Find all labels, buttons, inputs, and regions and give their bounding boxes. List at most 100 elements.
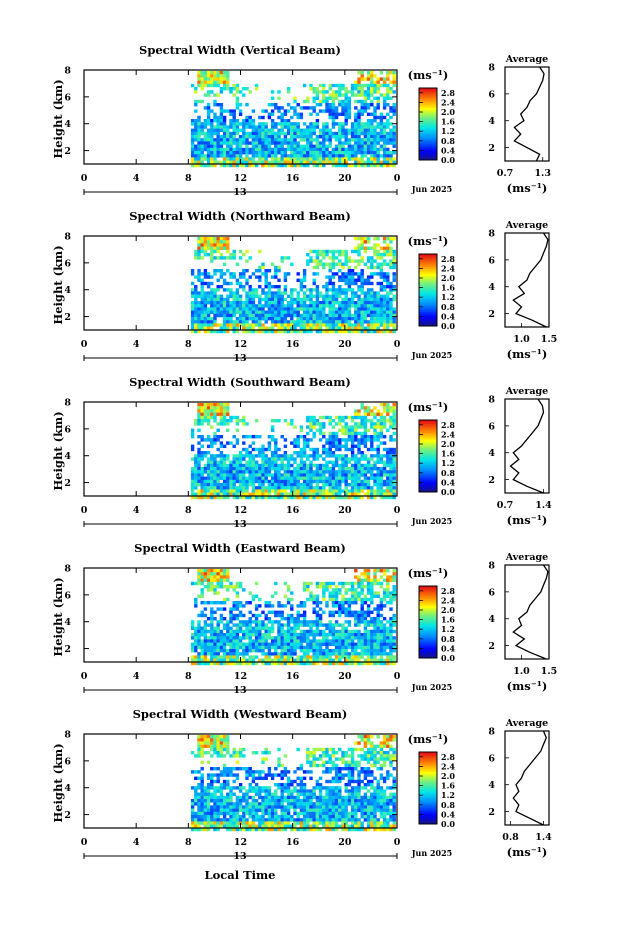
day-label: 13 xyxy=(233,851,246,862)
date-label: Jun 2025 xyxy=(411,848,452,858)
x-tick-label: 12 xyxy=(234,671,247,682)
colorbar-tick-label: 1.2 xyxy=(441,292,455,302)
panel-5: Spectral Width (Westward Beam) 2 4 6 8 Height… xyxy=(51,707,552,862)
x-tick-label: 12 xyxy=(234,173,247,184)
average-x-tick-label: 1.5 xyxy=(541,666,558,677)
y-tick-label: 6 xyxy=(64,424,71,435)
y-tick-label: 2 xyxy=(64,644,71,655)
colorbar-tick-label: 2.8 xyxy=(441,420,455,430)
average-y-tick-label: 8 xyxy=(488,63,495,74)
colorbar-tick-label: 1.2 xyxy=(441,126,455,136)
average-y-tick-label: 4 xyxy=(488,282,495,293)
x-tick-label: 8 xyxy=(185,671,192,682)
x-tick-label: 20 xyxy=(338,173,352,184)
x-tick-label: 0 xyxy=(81,837,88,848)
y-tick-label: 4 xyxy=(64,119,71,130)
average-unit: (ms⁻¹) xyxy=(507,181,548,195)
colorbar-unit: (ms⁻¹) xyxy=(408,400,449,414)
colorbar-tick-label: 2.4 xyxy=(441,761,455,771)
y-tick-label: 8 xyxy=(64,564,71,575)
y-axis-label: Height (km) xyxy=(51,743,65,822)
colorbar-tick-label: 1.2 xyxy=(441,458,455,468)
average-title: Average xyxy=(505,54,548,65)
average-x-tick-label: 1.4 xyxy=(535,832,552,843)
colorbar-tick-label: 2.8 xyxy=(441,88,455,98)
colorbar xyxy=(418,751,438,825)
heatmap-cells xyxy=(190,237,396,334)
panel-title: Spectral Width (Southward Beam) xyxy=(129,375,351,389)
colorbar-tick-label: 1.6 xyxy=(441,615,455,625)
panel-title: Spectral Width (Vertical Beam) xyxy=(139,43,341,57)
average-y-tick-label: 4 xyxy=(488,780,495,791)
average-x-tick-label: 1.0 xyxy=(513,334,530,345)
y-axis-label: Height (km) xyxy=(51,245,65,324)
day-label: 13 xyxy=(233,685,246,696)
colorbar-tick-label: 1.6 xyxy=(441,449,455,459)
average-unit: (ms⁻¹) xyxy=(507,347,548,361)
y-tick-label: 4 xyxy=(64,451,71,462)
colorbar-tick-label: 0.8 xyxy=(441,634,455,644)
average-profile-line xyxy=(512,730,548,826)
colorbar-unit: (ms⁻¹) xyxy=(408,68,449,82)
x-tick-label: 0 xyxy=(81,173,88,184)
x-tick-label: 8 xyxy=(185,837,192,848)
average-frame xyxy=(504,730,550,826)
colorbar-tick-label: 1.6 xyxy=(441,283,455,293)
y-tick-label: 2 xyxy=(64,810,71,821)
x-tick-label: 20 xyxy=(338,505,352,516)
y-tick-label: 6 xyxy=(64,590,71,601)
y-axis-label: Height (km) xyxy=(51,577,65,656)
x-tick-label: 8 xyxy=(185,339,192,350)
colorbar-tick-label: 0.4 xyxy=(441,477,455,487)
average-y-tick-label: 6 xyxy=(488,421,495,432)
y-tick-label: 2 xyxy=(64,146,71,157)
x-axis-label: Local Time xyxy=(205,868,276,882)
y-tick-label: 2 xyxy=(64,312,71,323)
x-tick-label: 0 xyxy=(394,837,401,848)
average-title: Average xyxy=(505,386,548,397)
colorbar-tick-label: 0.4 xyxy=(441,311,455,321)
x-tick-label: 12 xyxy=(234,339,247,350)
x-tick-label: 4 xyxy=(133,671,140,682)
panel-3: Spectral Width (Southward Beam) 2 4 6 8 Heigh… xyxy=(51,375,552,530)
colorbar-tick-label: 0.0 xyxy=(441,653,455,663)
date-label: Jun 2025 xyxy=(411,516,452,526)
colorbar-tick-label: 0.8 xyxy=(441,800,455,810)
x-tick-label: 20 xyxy=(338,671,352,682)
heatmap-cells xyxy=(190,735,396,832)
average-unit: (ms⁻¹) xyxy=(507,845,548,859)
x-tick-label: 4 xyxy=(133,837,140,848)
x-tick-label: 12 xyxy=(234,505,247,516)
panel-title: Spectral Width (Northward Beam) xyxy=(129,209,351,223)
colorbar-tick-label: 1.6 xyxy=(441,117,455,127)
colorbar-unit: (ms⁻¹) xyxy=(408,566,449,580)
date-label: Jun 2025 xyxy=(411,184,452,194)
colorbar-unit: (ms⁻¹) xyxy=(408,234,449,248)
x-tick-label: 20 xyxy=(338,837,352,848)
colorbar-tick-label: 2.0 xyxy=(441,107,455,117)
average-y-tick-label: 8 xyxy=(488,229,495,240)
y-tick-label: 8 xyxy=(64,398,71,409)
panel-title: Spectral Width (Westward Beam) xyxy=(133,707,348,721)
average-y-tick-label: 4 xyxy=(488,116,495,127)
average-y-tick-label: 4 xyxy=(488,614,495,625)
average-y-tick-label: 2 xyxy=(488,309,495,320)
colorbar xyxy=(418,253,438,327)
average-y-tick-label: 2 xyxy=(488,475,495,486)
heatmap-cells xyxy=(190,71,396,168)
y-tick-label: 4 xyxy=(64,617,71,628)
x-tick-label: 12 xyxy=(234,837,247,848)
colorbar xyxy=(418,87,438,161)
colorbar-tick-label: 0.0 xyxy=(441,321,455,331)
colorbar-tick-label: 2.0 xyxy=(441,605,455,615)
average-title: Average xyxy=(505,718,548,729)
y-tick-label: 6 xyxy=(64,92,71,103)
colorbar-tick-label: 0.8 xyxy=(441,302,455,312)
colorbar-tick-label: 2.8 xyxy=(441,752,455,762)
average-profile-line xyxy=(513,66,545,162)
x-tick-label: 0 xyxy=(81,339,88,350)
colorbar-unit: (ms⁻¹) xyxy=(408,732,449,746)
y-tick-label: 8 xyxy=(64,66,71,77)
x-tick-label: 0 xyxy=(394,339,401,350)
